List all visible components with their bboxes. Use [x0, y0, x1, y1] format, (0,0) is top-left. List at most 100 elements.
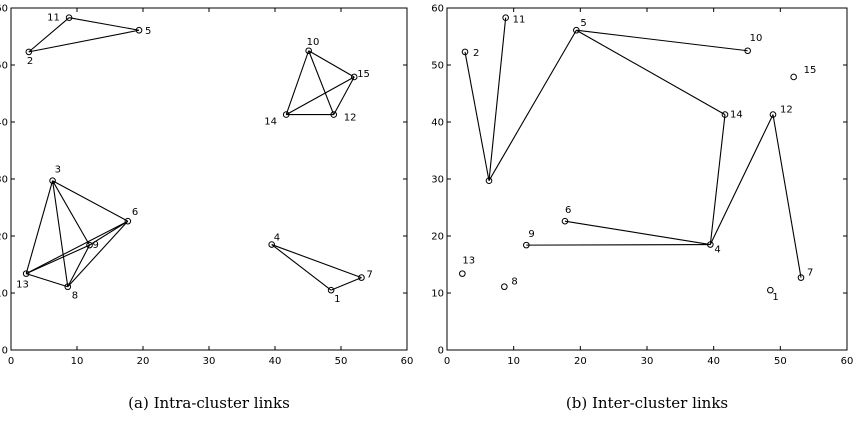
y-tick-label: 0 — [2, 346, 8, 357]
node-6 — [124, 217, 132, 225]
node-3 — [485, 177, 493, 185]
link-2-5 — [28, 29, 140, 53]
link-2-11 — [28, 17, 70, 53]
link-6-4 — [564, 220, 711, 246]
x-tick-label: 30 — [203, 356, 216, 367]
link-14-4 — [709, 114, 726, 245]
y-tick-label: 20 — [0, 232, 8, 243]
link-9-4 — [526, 244, 711, 246]
y-tick-label: 40 — [0, 118, 8, 129]
x-tick-label: 50 — [335, 356, 348, 367]
node-10 — [744, 47, 751, 55]
x-tick-label: 60 — [841, 356, 854, 367]
node-label-2: 2 — [473, 48, 479, 59]
link-4-12 — [709, 114, 774, 245]
node-label-11: 11 — [513, 15, 526, 26]
node-14 — [721, 111, 729, 118]
node-label-15: 15 — [357, 69, 370, 80]
node-11 — [502, 14, 509, 21]
panel-caption: (b) Inter-cluster links — [566, 394, 728, 412]
x-tick-label: 30 — [641, 356, 654, 367]
x-tick-label: 10 — [507, 356, 520, 367]
node-11 — [65, 14, 73, 21]
link-3-9 — [52, 180, 91, 246]
node-9 — [523, 241, 530, 249]
link-3-11 — [488, 17, 507, 181]
x-tick-label: 20 — [137, 356, 150, 367]
y-tick-label: 10 — [0, 289, 8, 300]
link-5-14 — [576, 29, 726, 116]
node-label-5: 5 — [580, 18, 586, 29]
x-tick-label: 10 — [71, 356, 84, 367]
x-tick-label: 20 — [574, 356, 587, 367]
link-9-6 — [89, 220, 129, 246]
node-13 — [459, 270, 466, 277]
y-tick-label: 60 — [431, 4, 444, 15]
link-10-12 — [308, 50, 335, 115]
node-label-9: 9 — [93, 240, 99, 251]
link-8-6 — [67, 220, 129, 288]
node-1 — [327, 286, 335, 294]
node-label-12: 12 — [344, 113, 357, 124]
node-label-3: 3 — [55, 165, 61, 176]
x-tick-label: 0 — [8, 356, 14, 367]
node-label-8: 8 — [72, 291, 78, 302]
link-8-9 — [67, 244, 91, 287]
link-13-9 — [25, 244, 90, 275]
node-label-15: 15 — [804, 65, 817, 76]
node-label-12: 12 — [780, 105, 793, 116]
node-7 — [358, 274, 365, 281]
link-3-5 — [488, 29, 577, 181]
node-8 — [501, 283, 508, 291]
node-label-6: 6 — [132, 207, 138, 218]
node-4 — [268, 241, 276, 248]
y-tick-label: 20 — [431, 232, 444, 243]
node-label-13: 13 — [462, 256, 475, 267]
node-10 — [305, 47, 312, 55]
node-5 — [573, 26, 580, 34]
x-tick-label: 50 — [774, 356, 787, 367]
node-15 — [790, 73, 797, 81]
link-3-13 — [25, 180, 54, 274]
y-tick-label: 10 — [431, 289, 444, 300]
node-5 — [135, 26, 143, 34]
link-10-15 — [308, 50, 355, 78]
node-8 — [64, 283, 72, 291]
node-label-4: 4 — [274, 233, 280, 244]
node-6 — [561, 217, 569, 225]
link-10-14 — [285, 50, 310, 115]
link-2-3 — [464, 51, 490, 181]
node-label-14: 14 — [730, 110, 743, 121]
link-3-6 — [52, 180, 129, 222]
link-1-7 — [330, 277, 362, 291]
node-label-2: 2 — [27, 56, 33, 67]
node-label-11: 11 — [47, 13, 60, 24]
link-13-6 — [25, 220, 129, 275]
node-label-8: 8 — [511, 277, 517, 288]
x-tick-label: 40 — [269, 356, 282, 367]
x-tick-label: 40 — [707, 356, 720, 367]
node-2 — [461, 48, 469, 56]
link-12-7 — [772, 114, 802, 278]
node-label-1: 1 — [334, 294, 340, 305]
y-tick-label: 50 — [0, 61, 8, 72]
node-9 — [86, 241, 93, 249]
x-tick-label: 60 — [401, 356, 414, 367]
link-4-7 — [271, 244, 362, 279]
node-label-14: 14 — [264, 117, 277, 128]
plot-frame — [446, 7, 848, 351]
node-label-5: 5 — [145, 26, 151, 37]
link-3-8 — [52, 180, 69, 287]
node-15 — [350, 73, 358, 81]
link-11-5 — [68, 17, 140, 31]
node-label-10: 10 — [307, 37, 320, 48]
y-tick-label: 30 — [431, 175, 444, 186]
panel-inter-cluster: 0 10 20 30 40 50 60010203040506012456789101112… — [431, 4, 853, 413]
y-tick-label: 40 — [431, 118, 444, 129]
node-label-1: 1 — [772, 292, 778, 303]
y-tick-label: 30 — [0, 175, 8, 186]
node-label-9: 9 — [528, 229, 534, 240]
x-tick-label: 0 — [444, 356, 450, 367]
node-label-7: 7 — [807, 268, 813, 279]
